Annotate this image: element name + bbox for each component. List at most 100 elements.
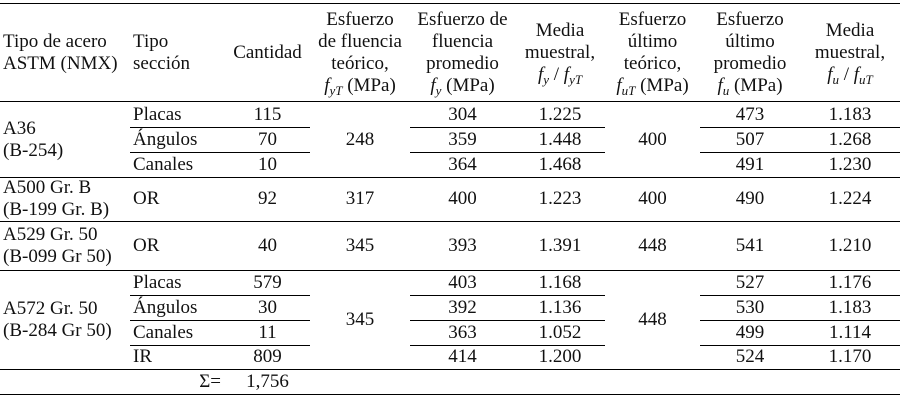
header-line: Media [826,20,875,42]
rule [700,295,900,296]
fy-ratio: 1.225 [515,102,605,127]
total-value: 1,756 [225,369,310,394]
fy-mean: 364 [410,152,515,177]
value: 499 [735,321,765,343]
section: Ángulos [130,295,225,320]
rule [0,101,900,102]
fy-ratio: 1.052 [515,320,605,345]
header-text: promedio [426,52,499,74]
header-text: Media [825,19,875,41]
fu-ratio: 1.230 [800,152,900,177]
steel-line: A500 Gr. B [3,177,92,198]
fu-mean: 524 [700,345,800,369]
header-cell: Tipo sección [130,4,225,101]
fy-mean: 363 [410,320,515,345]
value: 530 [735,296,765,318]
header-text: f [717,74,723,96]
header-text: de fluencia [318,30,402,52]
header-line: Media [536,20,585,42]
count: 10 [225,152,310,177]
value: 392 [448,296,477,318]
rule [700,152,900,153]
value: 1,756 [246,370,289,392]
header-text: Media [535,19,585,41]
value: OR [133,234,160,256]
fu-theoretical: 400 [605,102,700,177]
rule [0,270,900,271]
fy-theoretical: 248 [310,102,410,177]
header-line: Esfuerzo [716,9,784,31]
header-text: promedio [713,52,787,74]
value: 1.230 [828,153,872,175]
header-cell: Esfuerzo último teórico, fuT (MPa) [605,4,700,101]
value: 1.114 [828,321,872,343]
header-text: último [627,30,678,52]
header-text: (MPa) [441,74,495,96]
header-line: Esfuerzo [619,9,687,31]
header-line: Cantidad [233,42,302,64]
fu-ratio: 1.170 [800,345,900,369]
fy-ratio: 1.136 [515,295,605,320]
count: 579 [225,270,310,295]
header-text: yT [329,82,343,98]
header-cell: Tipo de acero ASTM (NMX) [0,4,130,101]
header-text: ASTM (NMX) [3,52,118,74]
fy-ratio: 1.168 [515,270,605,295]
fy-ratio: 1.468 [515,152,605,177]
section: Canales [130,152,225,177]
value: 403 [448,271,477,293]
header-text: f [827,63,833,85]
section: Ángulos [130,127,225,152]
header-line: fu / fuT [827,64,873,86]
fu-mean: 507 [700,127,800,152]
value: 490 [735,188,765,209]
fu-mean: 530 [700,295,800,320]
header-text: / [549,63,564,85]
header-text: Tipo de acero [3,30,107,52]
value: 473 [735,103,765,125]
value: 527 [735,271,765,293]
value: 40 [258,234,277,256]
rule [0,394,900,395]
value: 1.268 [828,128,872,150]
value: Ángulos [133,296,198,318]
header-cell: Esfuerzo de fluencia teórico, fyT (MPa) [310,4,410,101]
value: 359 [448,128,477,150]
steel-line: (B-099 Gr 50) [3,245,112,267]
rule [410,320,605,321]
value: 414 [448,346,477,367]
fu-ratio: 1.268 [800,127,900,152]
header-text: f [430,74,436,96]
rule [130,152,310,153]
header-line: teórico, [331,53,389,75]
rule [0,177,900,178]
header-line: promedio [714,53,787,75]
rule [410,127,605,128]
header-line: Esfuerzo [326,9,394,31]
header-text: (MPa) [342,74,396,96]
header-text: u [722,82,730,98]
header-line: de fluencia [318,31,402,53]
header-text: f [853,63,860,85]
fy-theoretical: 345 [310,270,410,369]
value: 248 [345,128,375,150]
fy-ratio: 1.391 [515,221,605,270]
count: 92 [225,177,310,221]
steel-type: A36 (B-254) [0,102,130,177]
header-text: Esfuerzo [326,8,394,30]
header-text: (MPa) [635,74,689,96]
steel-type: A529 Gr. 50 (B-099 Gr 50) [0,221,130,270]
count: 115 [225,102,310,127]
value: 448 [638,308,667,330]
header-line: promedio [426,53,499,75]
value: 491 [735,153,765,175]
fy-mean: 414 [410,345,515,369]
header-line: muestral, [525,42,595,64]
rule [410,152,605,153]
header-text: uT [859,71,873,87]
section: OR [130,177,225,221]
value: 11 [258,321,277,343]
header-text: muestral, [814,41,886,63]
rule [700,127,900,128]
